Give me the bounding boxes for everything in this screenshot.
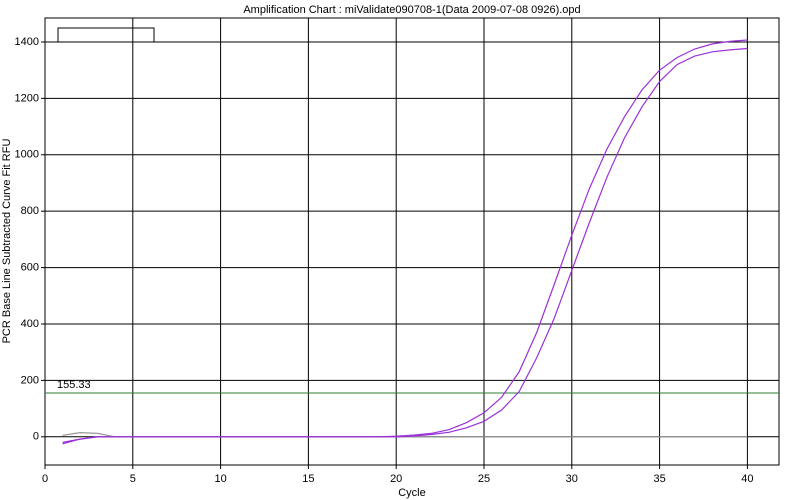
x-tick-label: 10 [214, 473, 226, 485]
y-tick-label: 1400 [15, 36, 39, 48]
y-tick-label: 1200 [15, 92, 39, 104]
y-tick-label: 0 [33, 431, 39, 443]
chart-title: Amplification Chart : miValidate090708-1… [243, 4, 580, 16]
y-tick-label: 800 [21, 205, 39, 217]
threshold-label: 155.33 [57, 379, 91, 391]
y-tick-label: 200 [21, 374, 39, 386]
y-tick-label: 600 [21, 261, 39, 273]
legend-box [57, 27, 155, 43]
x-tick-label: 25 [478, 473, 490, 485]
x-axis-label: Cycle [398, 487, 426, 499]
x-tick-label: 0 [42, 473, 48, 485]
data-line [62, 39, 748, 443]
y-axis-label: PCR Base Line Subtracted Curve Fit RFU [1, 139, 13, 344]
x-tick-label: 30 [566, 473, 578, 485]
x-tick-label: 20 [390, 473, 402, 485]
y-tick-label: 1000 [15, 149, 39, 161]
x-tick-label: 15 [302, 473, 314, 485]
plot-area [44, 17, 780, 466]
x-tick-label: 40 [741, 473, 753, 485]
y-tick-label: 400 [21, 318, 39, 330]
x-tick-label: 5 [130, 473, 136, 485]
x-tick-label: 35 [653, 473, 665, 485]
